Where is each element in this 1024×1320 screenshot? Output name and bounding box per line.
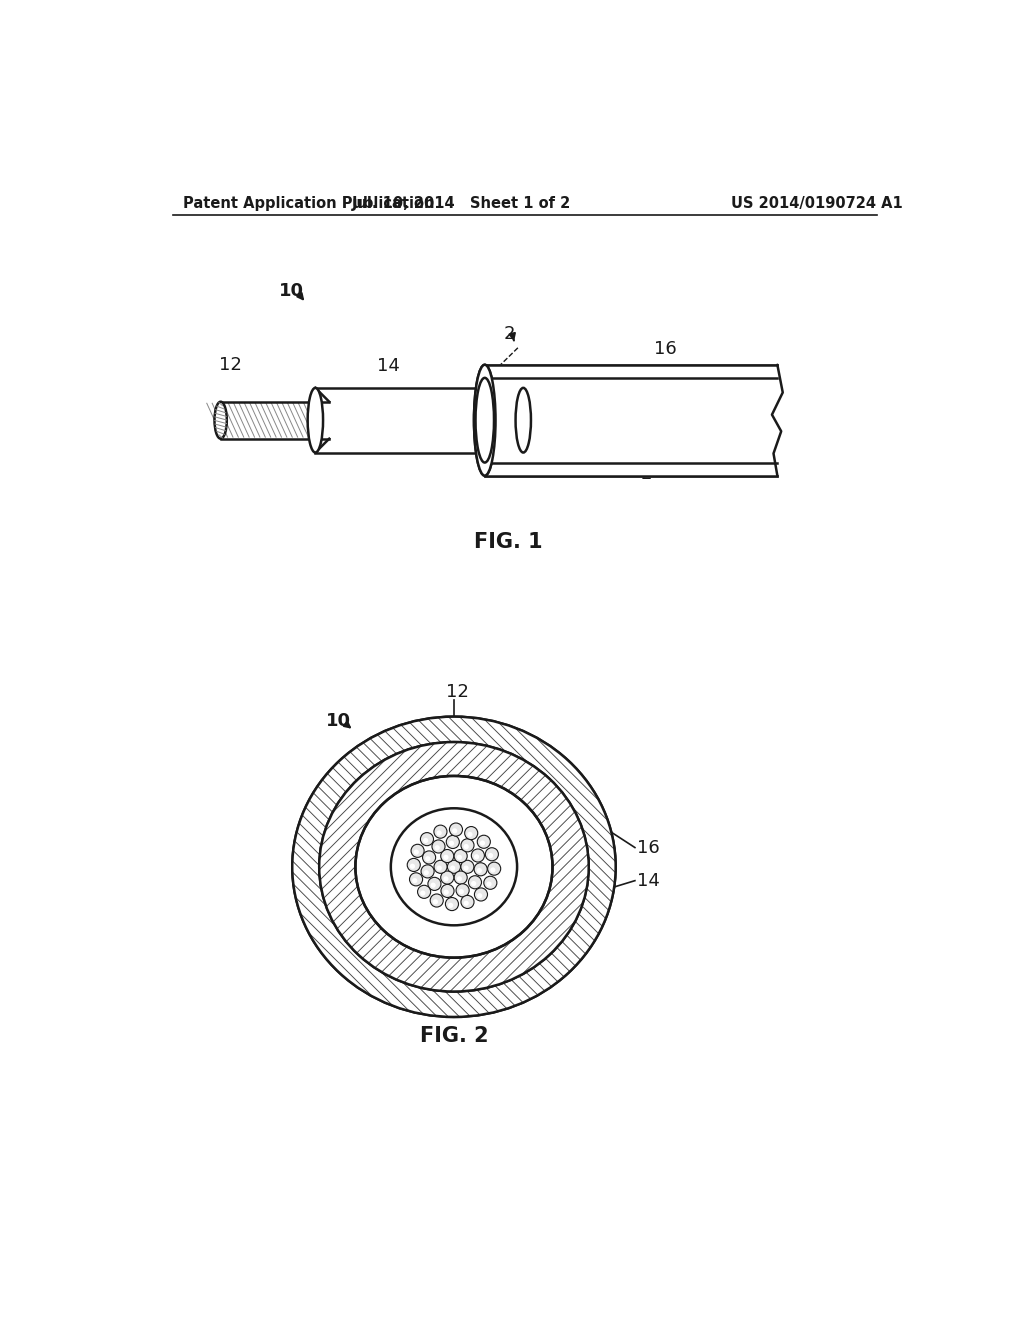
- Ellipse shape: [477, 836, 490, 849]
- Text: Jul. 10, 2014   Sheet 1 of 2: Jul. 10, 2014 Sheet 1 of 2: [352, 195, 571, 211]
- Text: 12: 12: [446, 682, 469, 701]
- Ellipse shape: [412, 878, 418, 883]
- Ellipse shape: [423, 838, 428, 843]
- Ellipse shape: [474, 863, 487, 876]
- Ellipse shape: [447, 861, 461, 874]
- Ellipse shape: [475, 378, 494, 462]
- Ellipse shape: [468, 875, 481, 888]
- Ellipse shape: [457, 876, 462, 882]
- Ellipse shape: [446, 836, 460, 849]
- Ellipse shape: [307, 388, 323, 453]
- Ellipse shape: [440, 850, 454, 862]
- Ellipse shape: [454, 850, 467, 862]
- Text: 2: 2: [504, 325, 515, 343]
- Ellipse shape: [464, 843, 469, 849]
- Ellipse shape: [414, 850, 419, 855]
- Text: 10: 10: [280, 282, 304, 300]
- Ellipse shape: [421, 865, 434, 878]
- Ellipse shape: [433, 899, 438, 904]
- Ellipse shape: [421, 833, 433, 846]
- Ellipse shape: [443, 890, 449, 895]
- Ellipse shape: [486, 882, 492, 887]
- Ellipse shape: [424, 870, 429, 875]
- Ellipse shape: [471, 880, 476, 886]
- Ellipse shape: [474, 854, 479, 859]
- Ellipse shape: [443, 855, 449, 859]
- Ellipse shape: [445, 898, 459, 911]
- Text: 14: 14: [377, 358, 400, 375]
- Ellipse shape: [418, 886, 431, 899]
- Ellipse shape: [292, 717, 615, 1016]
- Polygon shape: [484, 378, 777, 462]
- Text: 10: 10: [326, 711, 351, 730]
- Ellipse shape: [450, 866, 456, 871]
- Ellipse shape: [434, 825, 447, 838]
- Ellipse shape: [452, 828, 458, 833]
- Ellipse shape: [436, 830, 441, 836]
- Ellipse shape: [461, 895, 474, 908]
- Ellipse shape: [474, 364, 496, 475]
- Text: 14: 14: [637, 871, 660, 890]
- Ellipse shape: [434, 845, 440, 850]
- Text: 2: 2: [641, 465, 652, 483]
- Polygon shape: [484, 364, 777, 475]
- Ellipse shape: [423, 851, 435, 865]
- Ellipse shape: [485, 847, 499, 861]
- Ellipse shape: [410, 873, 423, 886]
- Ellipse shape: [319, 742, 589, 991]
- Ellipse shape: [441, 884, 454, 898]
- Text: FIG. 1: FIG. 1: [473, 532, 542, 552]
- Ellipse shape: [449, 903, 454, 908]
- Ellipse shape: [425, 857, 430, 862]
- Ellipse shape: [214, 401, 226, 438]
- Ellipse shape: [515, 388, 531, 453]
- Text: US 2014/0190724 A1: US 2014/0190724 A1: [731, 195, 903, 211]
- Ellipse shape: [461, 838, 474, 851]
- Ellipse shape: [464, 900, 469, 906]
- Ellipse shape: [434, 861, 447, 874]
- Ellipse shape: [428, 878, 441, 891]
- Ellipse shape: [443, 876, 449, 882]
- Ellipse shape: [461, 861, 474, 874]
- Text: Patent Application Publication: Patent Application Publication: [183, 195, 434, 211]
- Ellipse shape: [355, 776, 553, 958]
- Ellipse shape: [450, 822, 463, 836]
- Text: 16: 16: [637, 838, 660, 857]
- Ellipse shape: [436, 866, 441, 871]
- Ellipse shape: [408, 858, 420, 871]
- Ellipse shape: [480, 841, 485, 846]
- Ellipse shape: [410, 863, 415, 869]
- Ellipse shape: [430, 883, 436, 888]
- Ellipse shape: [430, 894, 443, 907]
- Ellipse shape: [456, 884, 469, 896]
- Ellipse shape: [319, 742, 589, 991]
- Ellipse shape: [292, 717, 615, 1016]
- Ellipse shape: [474, 364, 496, 475]
- Ellipse shape: [467, 832, 472, 837]
- Ellipse shape: [432, 840, 445, 853]
- Ellipse shape: [515, 388, 531, 453]
- Ellipse shape: [475, 378, 494, 462]
- Ellipse shape: [488, 853, 494, 858]
- Ellipse shape: [420, 891, 425, 896]
- Ellipse shape: [411, 845, 424, 858]
- Polygon shape: [315, 388, 523, 453]
- Text: 12: 12: [219, 356, 242, 374]
- Ellipse shape: [490, 867, 496, 873]
- Ellipse shape: [471, 849, 484, 862]
- Text: 16: 16: [654, 341, 677, 358]
- Ellipse shape: [464, 866, 469, 871]
- Ellipse shape: [483, 876, 497, 890]
- Ellipse shape: [459, 890, 464, 894]
- Ellipse shape: [477, 869, 482, 874]
- Text: FIG. 2: FIG. 2: [420, 1026, 488, 1047]
- Ellipse shape: [477, 894, 482, 899]
- Ellipse shape: [454, 871, 467, 884]
- Ellipse shape: [457, 855, 462, 859]
- Ellipse shape: [474, 888, 487, 902]
- Ellipse shape: [440, 871, 454, 884]
- Ellipse shape: [487, 862, 501, 875]
- Ellipse shape: [449, 841, 454, 846]
- Ellipse shape: [465, 826, 478, 840]
